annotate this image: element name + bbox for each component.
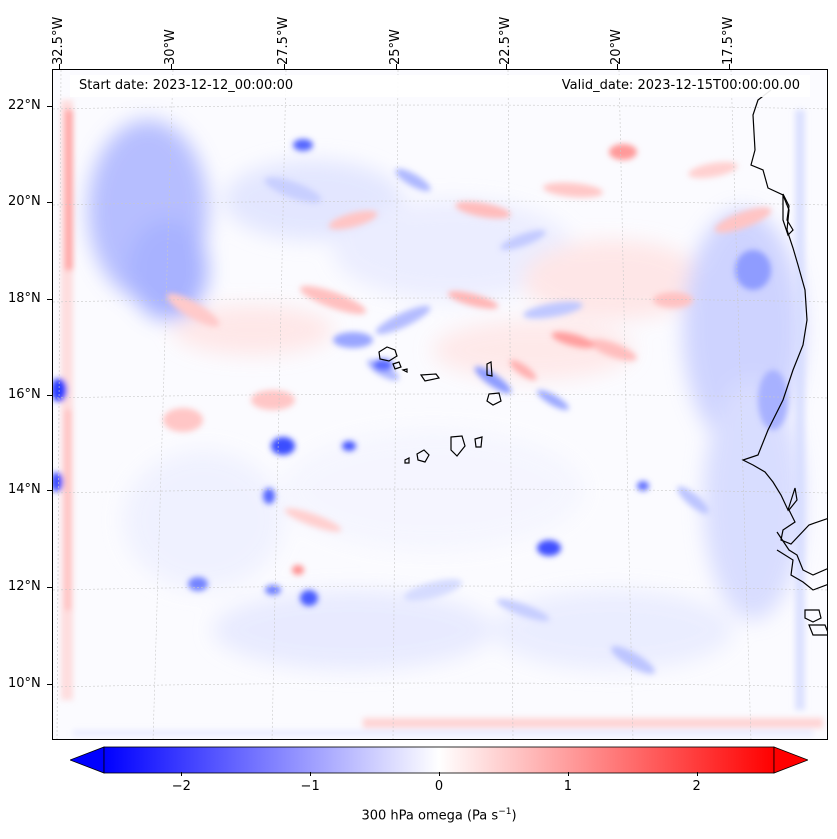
colorbar-tick-label: −1 bbox=[300, 779, 320, 794]
colorbar-tick-label: 1 bbox=[563, 779, 572, 794]
coastlines bbox=[741, 89, 827, 636]
colorbar-tick-label: 2 bbox=[692, 779, 701, 794]
colorbar-tick bbox=[696, 772, 698, 776]
lon-label: 27.5°W bbox=[276, 16, 291, 65]
colorbar-tick bbox=[310, 772, 312, 776]
lat-tick bbox=[47, 395, 52, 396]
lat-label: 22°N bbox=[8, 98, 41, 113]
africa-coastline bbox=[776, 549, 827, 591]
date-banner bbox=[70, 75, 810, 97]
map-panel[interactable] bbox=[52, 69, 828, 740]
lon-tick bbox=[284, 64, 285, 69]
lon-label: 20°W bbox=[609, 29, 624, 65]
africa-coastline bbox=[804, 609, 822, 623]
lat-tick bbox=[47, 587, 52, 588]
cape-verde-islands bbox=[378, 346, 502, 464]
colorbar-tick bbox=[439, 772, 440, 776]
lat-tick bbox=[47, 684, 52, 685]
variable-name: 300 hPa omega bbox=[361, 808, 463, 824]
lon-tick bbox=[506, 64, 507, 69]
lon-label: 17.5°W bbox=[721, 16, 736, 65]
lon-tick bbox=[171, 64, 172, 69]
lat-label: 14°N bbox=[8, 482, 41, 497]
africa-coastline bbox=[776, 531, 827, 576]
colorbar-tick-label: −2 bbox=[171, 779, 191, 794]
lat-label: 10°N bbox=[8, 676, 41, 691]
omega-field-map bbox=[53, 70, 827, 739]
lon-tick bbox=[396, 64, 397, 69]
lat-label: 20°N bbox=[8, 194, 41, 209]
lat-tick bbox=[47, 490, 52, 491]
units-label: Pa s bbox=[472, 808, 499, 824]
lon-label: 22.5°W bbox=[498, 16, 513, 65]
colorbar-min-extension bbox=[70, 746, 105, 774]
colorbar-max-extension bbox=[773, 746, 808, 774]
africa-coastline bbox=[741, 89, 827, 545]
lon-tick bbox=[617, 64, 618, 69]
lat-tick bbox=[47, 106, 52, 107]
africa-coastline bbox=[782, 193, 794, 237]
colorbar-tick bbox=[567, 772, 569, 776]
lat-label: 18°N bbox=[8, 291, 41, 306]
boundary-artifacts bbox=[53, 100, 823, 736]
colorbar-tick-label: 0 bbox=[434, 779, 444, 794]
valid-date-label: Valid_date: 2023-12-15T00:00:00.00 bbox=[561, 78, 800, 93]
lon-tick bbox=[59, 64, 60, 69]
colorbar bbox=[70, 746, 808, 774]
omega-field-detail bbox=[163, 139, 788, 674]
lat-tick bbox=[47, 202, 52, 203]
lat-label: 12°N bbox=[8, 579, 41, 594]
lat-label: 16°N bbox=[8, 387, 41, 402]
lon-label: 30°W bbox=[163, 29, 178, 65]
africa-coastline bbox=[808, 624, 827, 636]
start-date-label: Start date: 2023-12-12_00:00:00 bbox=[79, 78, 294, 93]
lat-tick bbox=[47, 299, 52, 300]
lon-label: 25°W bbox=[388, 29, 403, 65]
lon-label: 32.5°W bbox=[51, 16, 66, 65]
colorbar-body bbox=[103, 746, 775, 774]
colorbar-title: 300 hPa omega (Pa s−1) bbox=[361, 807, 517, 824]
colorbar-tick bbox=[181, 772, 183, 776]
lon-tick bbox=[729, 64, 730, 69]
units-exponent: −1 bbox=[498, 807, 512, 817]
graticule bbox=[53, 70, 827, 739]
